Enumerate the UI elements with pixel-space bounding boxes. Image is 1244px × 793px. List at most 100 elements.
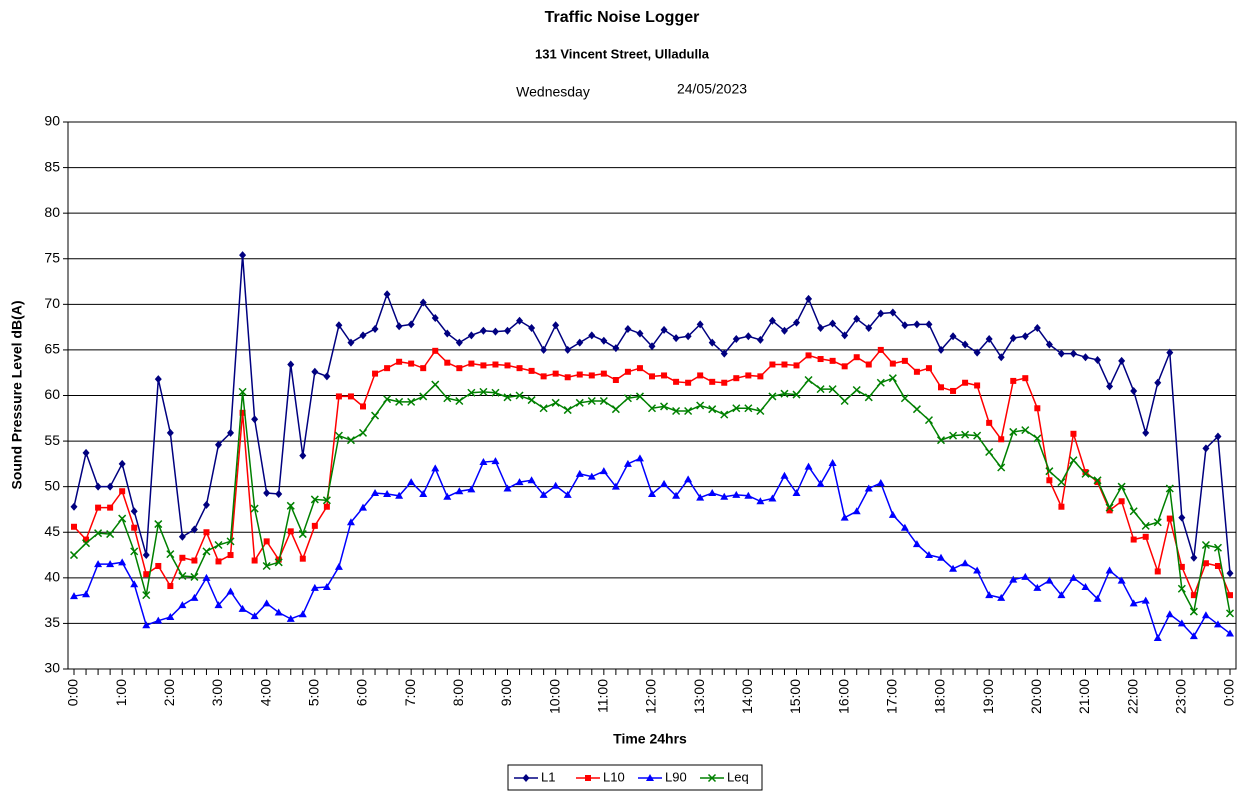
- data-point: [768, 392, 777, 401]
- data-point: [744, 404, 753, 413]
- data-point: [1226, 629, 1234, 637]
- data-point: [865, 361, 872, 368]
- data-point: [938, 384, 944, 391]
- data-point: [274, 558, 283, 567]
- data-point: [480, 362, 487, 369]
- data-point: [697, 372, 704, 379]
- data-point: [383, 489, 392, 497]
- data-point: [1081, 469, 1090, 478]
- data-point: [322, 496, 331, 505]
- data-point: [1130, 536, 1137, 543]
- x-tick-label: 7:00: [402, 679, 418, 706]
- data-point: [420, 365, 427, 372]
- data-point: [672, 406, 681, 416]
- data-point: [106, 530, 115, 539]
- legend-label: L1: [541, 769, 555, 784]
- data-point: [660, 325, 668, 334]
- data-point: [756, 406, 765, 416]
- data-point: [1225, 609, 1235, 618]
- data-point: [431, 380, 440, 389]
- data-point: [540, 373, 547, 380]
- data-point: [82, 448, 90, 457]
- data-point: [1081, 582, 1090, 590]
- data-point: [997, 353, 1005, 362]
- data-point: [888, 374, 897, 383]
- data-point: [1117, 576, 1126, 584]
- data-point: [190, 593, 199, 601]
- data-point: [913, 320, 921, 329]
- data-point: [408, 360, 415, 367]
- legend-label: Leq: [727, 769, 749, 784]
- data-point: [203, 529, 210, 536]
- data-point: [635, 392, 644, 401]
- data-point: [215, 558, 222, 565]
- data-point: [130, 507, 138, 516]
- data-point: [479, 387, 488, 396]
- data-point: [1106, 507, 1113, 514]
- data-point: [1009, 427, 1018, 436]
- data-point: [564, 374, 571, 381]
- data-point: [130, 580, 139, 588]
- data-point: [950, 387, 957, 394]
- data-point: [1033, 434, 1042, 443]
- data-point: [792, 489, 801, 497]
- data-point: [1130, 386, 1138, 395]
- data-point: [491, 457, 500, 465]
- data-point: [696, 401, 705, 410]
- data-point: [1178, 513, 1186, 522]
- data-point: [1165, 484, 1174, 493]
- y-tick-label: 75: [44, 249, 60, 265]
- data-point: [732, 334, 740, 343]
- data-point: [769, 361, 776, 368]
- data-point: [384, 365, 391, 372]
- data-point: [154, 520, 163, 529]
- data-point: [1227, 592, 1233, 599]
- data-point: [118, 558, 127, 566]
- data-point: [335, 321, 343, 330]
- x-tick-label: 0:00: [1221, 679, 1237, 706]
- data-point: [238, 604, 247, 612]
- data-point: [1046, 477, 1053, 484]
- data-point: [310, 583, 319, 591]
- x-tick-label: 23:00: [1173, 679, 1189, 714]
- data-point: [756, 497, 765, 505]
- data-point: [805, 352, 812, 359]
- data-point: [191, 557, 198, 564]
- data-point: [672, 491, 681, 499]
- data-point: [925, 365, 932, 372]
- data-point: [912, 405, 921, 414]
- data-point: [684, 406, 693, 416]
- data-point: [696, 493, 705, 501]
- data-point: [780, 326, 788, 335]
- data-point: [576, 371, 583, 378]
- data-point: [456, 365, 463, 372]
- data-point: [1189, 607, 1198, 616]
- x-axis-label: Time 24hrs: [613, 731, 687, 747]
- data-point: [1070, 430, 1077, 437]
- data-point: [1118, 356, 1126, 365]
- data-point: [1153, 634, 1162, 642]
- data-point: [432, 347, 439, 354]
- data-point: [1178, 563, 1185, 570]
- data-point: [335, 393, 342, 400]
- data-point: [94, 560, 103, 568]
- data-point: [1190, 553, 1198, 562]
- legend-marker: [707, 773, 717, 783]
- data-point: [431, 464, 440, 472]
- data-point: [215, 440, 222, 449]
- data-point: [889, 360, 896, 367]
- data-point: [322, 582, 331, 590]
- data-point: [1141, 521, 1150, 530]
- data-point: [600, 370, 607, 377]
- data-point: [588, 331, 596, 340]
- data-point: [311, 367, 319, 376]
- data-point: [649, 373, 655, 380]
- data-point: [709, 378, 716, 385]
- data-point: [829, 319, 837, 328]
- data-point: [985, 334, 993, 343]
- data-point: [828, 458, 837, 466]
- data-point: [1009, 334, 1017, 343]
- data-point: [468, 360, 475, 367]
- data-point: [250, 612, 259, 620]
- data-point: [961, 430, 970, 439]
